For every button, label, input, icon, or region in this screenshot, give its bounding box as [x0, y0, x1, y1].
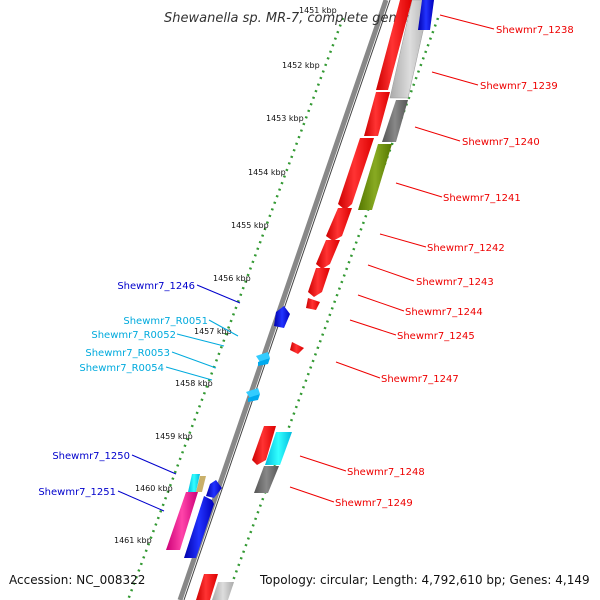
left-side-features: [166, 306, 290, 558]
right-leaders: [289, 14, 495, 503]
gene-label[interactable]: Shewmr7_R0054: [79, 363, 164, 374]
gene-feature-red: [308, 268, 330, 297]
accession-text: Accession: NC_008322: [9, 573, 146, 587]
gene-feature-red: [196, 574, 218, 600]
gene-feature-lightgray-bottom: [212, 582, 234, 600]
kbp-label: 1461 kbp: [114, 536, 152, 545]
left-gene-labels: Shewmr7_1246 Shewmr7_R0051 Shewmr7_R0052…: [38, 281, 208, 498]
gene-label[interactable]: Shewmr7_1250: [52, 451, 130, 462]
kbp-label: 1460 kbp: [135, 484, 173, 493]
kbp-label: 1455 kbp: [231, 221, 269, 230]
rna-feature: [258, 358, 270, 366]
gene-feature-red: [338, 138, 374, 210]
gene-feature-blue-top: [418, 0, 434, 30]
kbp-label: 1456 kbp: [213, 274, 251, 283]
genome-backbone: [177, 0, 389, 600]
gene-feature-red: [252, 426, 276, 465]
kbp-label: 1457 kbp: [194, 327, 232, 336]
gene-label[interactable]: Shewmr7_R0052: [91, 330, 176, 341]
kbp-label: 1453 kbp: [266, 114, 304, 123]
gene-feature-tan: [196, 476, 206, 492]
right-gene-labels: Shewmr7_1238 Shewmr7_1239 Shewmr7_1240 S…: [335, 25, 574, 509]
gene-label[interactable]: Shewmr7_R0053: [85, 348, 170, 359]
gene-feature-red: [290, 342, 304, 354]
gene-feature-olive: [358, 144, 392, 210]
gene-label[interactable]: Shewmr7_1239: [480, 81, 558, 92]
gene-feature-blue: [274, 306, 290, 328]
gene-label[interactable]: Shewmr7_1240: [462, 137, 540, 148]
gene-feature-red: [376, 0, 412, 90]
genome-backbone-shadow: [183, 0, 391, 600]
gene-label[interactable]: Shewmr7_1248: [347, 467, 425, 478]
gene-label[interactable]: Shewmr7_1238: [496, 25, 574, 36]
gene-feature-gray-lower: [254, 466, 279, 493]
kbp-label: 1454 kbp: [248, 168, 286, 177]
kbp-label: 1458 kbp: [175, 379, 213, 388]
gene-label[interactable]: Shewmr7_1241: [443, 193, 521, 204]
gene-label[interactable]: Shewmr7_R0051: [123, 316, 208, 327]
gene-feature-red: [364, 92, 390, 136]
gene-label[interactable]: Shewmr7_1247: [381, 374, 459, 385]
rna-feature: [246, 388, 260, 398]
gene-feature-gray: [382, 100, 408, 142]
gene-label[interactable]: Shewmr7_1251: [38, 487, 116, 498]
gene-label[interactable]: Shewmr7_1246: [117, 281, 195, 292]
kbp-label: 1451 kbp: [299, 6, 337, 15]
gene-feature-cyan-lower: [265, 432, 292, 465]
gene-feature-cyan: [188, 474, 200, 492]
gene-feature-blue: [184, 496, 214, 558]
reverse-strand-features: [212, 0, 434, 600]
kbp-label: 1452 kbp: [282, 61, 320, 70]
gene-label[interactable]: Shewmr7_1242: [427, 243, 505, 254]
gene-label[interactable]: Shewmr7_1249: [335, 498, 413, 509]
scale-track-right: [224, 17, 440, 600]
left-leaders: [117, 284, 241, 512]
gene-feature-red: [326, 208, 352, 241]
gene-label[interactable]: Shewmr7_1243: [416, 277, 494, 288]
kbp-label: 1459 kbp: [155, 432, 193, 441]
gene-label[interactable]: Shewmr7_1245: [397, 331, 475, 342]
map-title: Shewanella sp. MR-7, complete genome: [164, 11, 425, 26]
kbp-scale: 1451 kbp 1452 kbp 1453 kbp 1454 kbp 1455…: [114, 6, 337, 545]
gene-feature-blue: [206, 480, 222, 498]
gene-feature-red: [306, 298, 320, 310]
gene-feature-red: [316, 240, 340, 269]
forward-strand-features: [196, 0, 412, 600]
genome-summary-text: Topology: circular; Length: 4,792,610 bp…: [260, 573, 590, 587]
rna-feature: [256, 352, 270, 362]
rna-feature: [248, 394, 260, 402]
gene-feature-pink: [166, 492, 198, 550]
scale-track-left: [126, 17, 345, 600]
gene-label[interactable]: Shewmr7_1244: [405, 307, 483, 318]
